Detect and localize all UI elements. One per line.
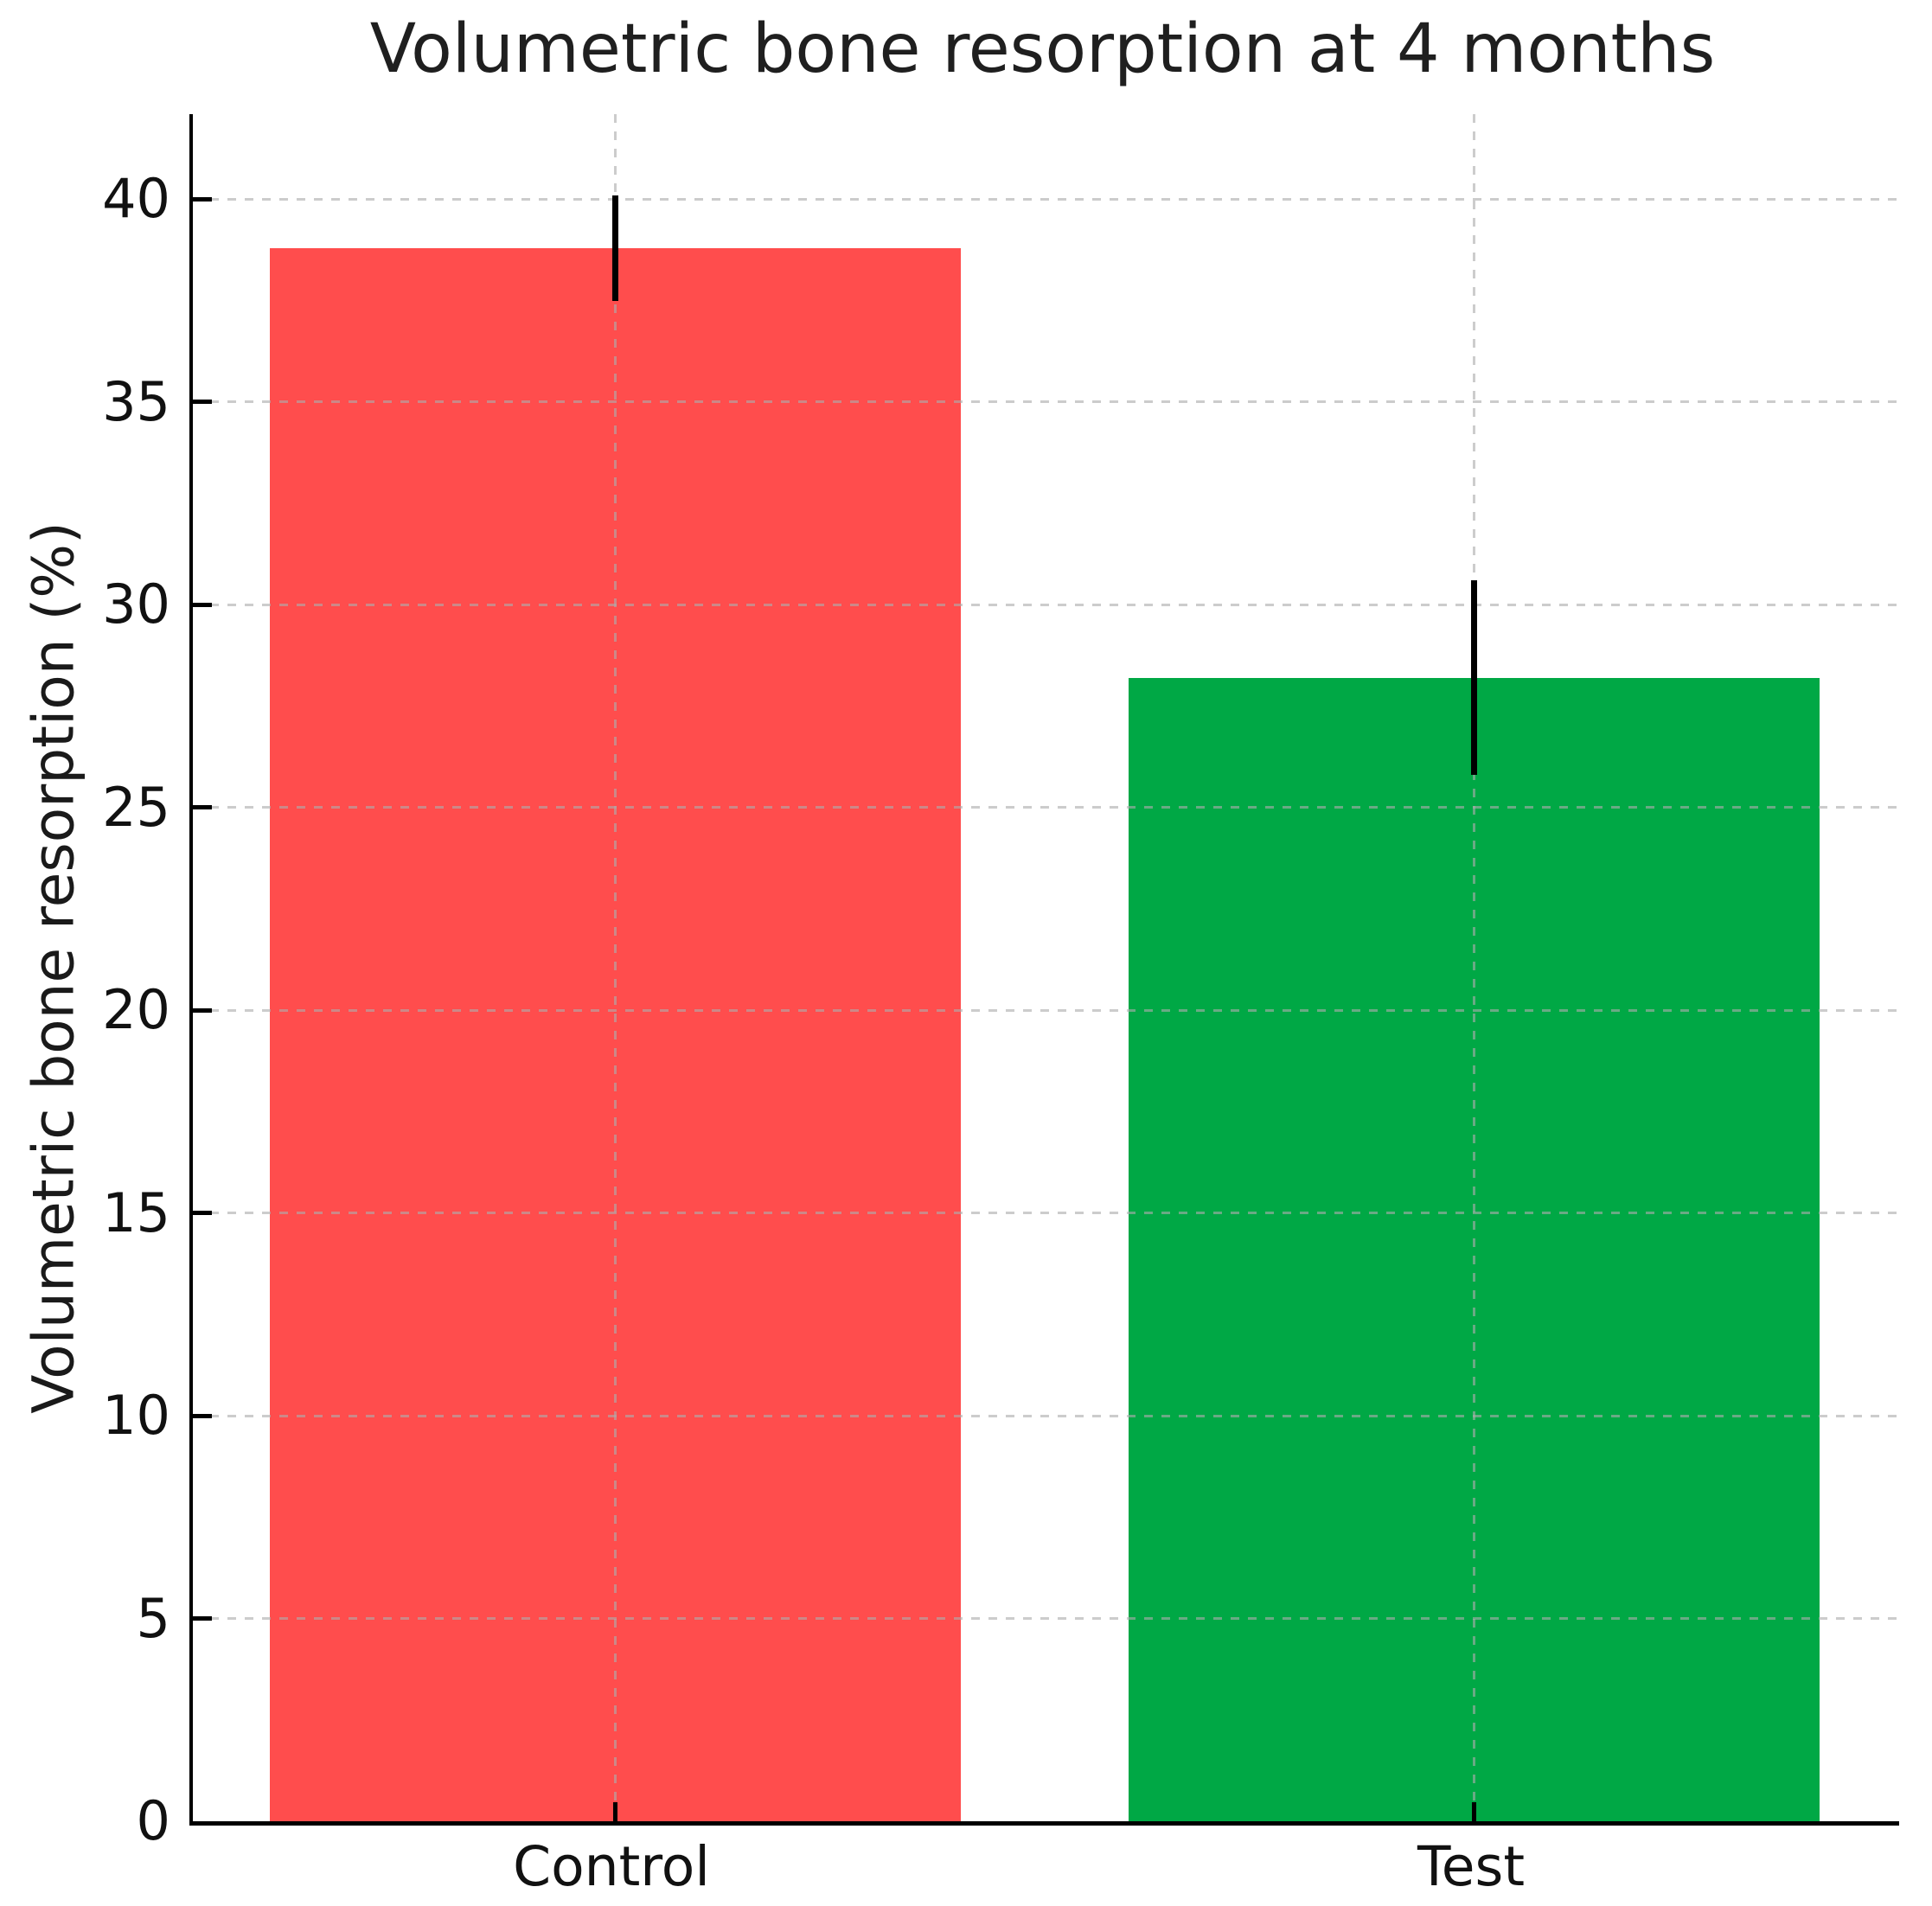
y-tick-15: [193, 1211, 212, 1215]
y-tick-label-0: 0: [136, 1789, 170, 1852]
error-bar-control: [612, 195, 618, 301]
y-tick-label-40: 40: [102, 167, 170, 230]
y-tick-label-35: 35: [102, 370, 170, 433]
y-tick-label-10: 10: [102, 1384, 170, 1447]
x-tick-label-test: Test: [1417, 1835, 1526, 1898]
gridline-y-35: [193, 400, 1899, 403]
y-tick-label-20: 20: [102, 978, 170, 1041]
gridline-x-control: [614, 114, 617, 1821]
gridline-y-25: [193, 806, 1899, 809]
y-tick-20: [193, 1008, 212, 1013]
gridline-y-40: [193, 198, 1899, 201]
y-tick-10: [193, 1414, 212, 1418]
gridline-y-30: [193, 604, 1899, 606]
gridline-y-10: [193, 1415, 1899, 1417]
error-bar-test: [1471, 580, 1477, 775]
x-tick-label-control: Control: [513, 1835, 710, 1898]
y-tick-label-5: 5: [136, 1587, 170, 1650]
x-tick-test: [1472, 1802, 1476, 1821]
plot-area: [189, 114, 1899, 1826]
gridline-y-15: [193, 1212, 1899, 1214]
y-tick-35: [193, 400, 212, 404]
y-tick-40: [193, 197, 212, 201]
y-axis-label: Volumetric bone resorption (%): [20, 521, 87, 1414]
y-tick-label-25: 25: [102, 776, 170, 839]
gridline-y-20: [193, 1009, 1899, 1012]
y-tick-5: [193, 1616, 212, 1621]
x-tick-control: [613, 1802, 617, 1821]
gridline-y-5: [193, 1617, 1899, 1620]
y-tick-label-15: 15: [102, 1181, 170, 1244]
chart-title: Volumetric bone resorption at 4 months: [369, 10, 1716, 88]
gridline-x-test: [1473, 114, 1475, 1821]
y-tick-label-30: 30: [102, 572, 170, 636]
y-tick-30: [193, 603, 212, 607]
y-tick-25: [193, 805, 212, 809]
